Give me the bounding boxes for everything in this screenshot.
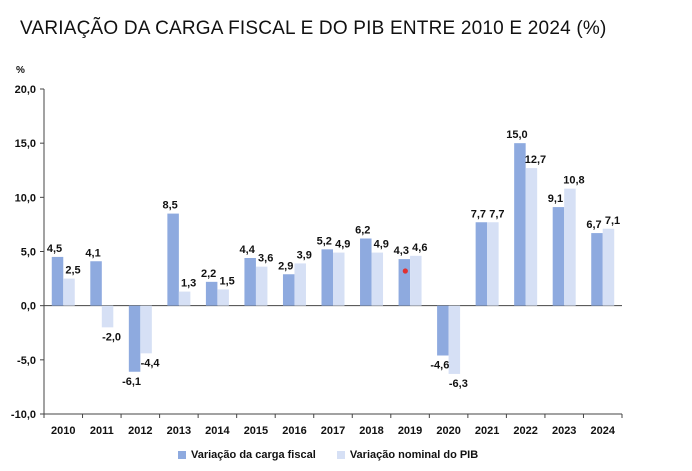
- chart-title: VARIAÇÃO DA CARGA FISCAL E DO PIB ENTRE …: [20, 18, 607, 39]
- y-tick-label: 20,0: [15, 84, 36, 96]
- data-label: 4,3: [394, 245, 409, 257]
- data-label: 1,5: [220, 275, 235, 287]
- data-label: 7,1: [605, 215, 620, 227]
- data-label: 12,7: [525, 154, 546, 166]
- bar: [167, 213, 179, 306]
- x-tick-label: 2010: [51, 425, 75, 437]
- data-label: 4,1: [85, 247, 100, 259]
- bar: [514, 143, 526, 306]
- bar: [63, 278, 75, 306]
- x-tick-label: 2022: [513, 425, 537, 437]
- data-label: 4,6: [412, 242, 427, 254]
- bar: [437, 305, 449, 356]
- bar: [525, 168, 538, 306]
- data-label: 4,5: [47, 243, 62, 255]
- data-label: 6,2: [355, 225, 370, 237]
- x-tick-label: 2017: [321, 425, 345, 437]
- bar: [398, 259, 411, 306]
- data-label: 9,1: [548, 193, 563, 205]
- data-label: 6,7: [586, 219, 601, 231]
- x-tick-label: 2012: [128, 425, 152, 437]
- bar: [255, 266, 268, 306]
- bar: [128, 305, 141, 372]
- data-label: -2,0: [102, 331, 121, 343]
- legend-swatch-carga-fiscal: [178, 451, 186, 459]
- data-label: 4,9: [335, 239, 350, 251]
- data-label: 8,5: [162, 200, 177, 212]
- x-tick-label: 2023: [552, 425, 576, 437]
- y-tick-label: 5,0: [21, 247, 36, 259]
- bar: [487, 222, 499, 306]
- x-tick-label: 2013: [167, 425, 191, 437]
- bar: [282, 274, 295, 306]
- x-tick-label: 2014: [205, 425, 230, 437]
- bar: [51, 256, 64, 306]
- x-tick-label: 2019: [398, 425, 422, 437]
- x-tick-label: 2016: [282, 425, 306, 437]
- data-label: 10,8: [563, 175, 584, 187]
- bars: [51, 143, 615, 374]
- x-tick-label: 2011: [90, 425, 114, 437]
- data-label: -4,6: [430, 360, 449, 372]
- data-label: 2,5: [65, 265, 80, 277]
- bar: [321, 249, 333, 306]
- bar: [448, 305, 461, 374]
- data-labels: 4,5 4,1 -6,1 8,5 2,2 4,4 2,9 5,2 6,2 4,3 -4,6 7,7 15…: [47, 129, 620, 390]
- data-label: 3,6: [258, 253, 273, 265]
- bar: [371, 252, 384, 306]
- x-tick-label: 2020: [436, 425, 460, 437]
- bar: [178, 291, 191, 306]
- bar: [591, 233, 603, 306]
- data-label: 3,9: [297, 249, 312, 261]
- legend-swatch-pib: [336, 451, 345, 459]
- legend-label-pib: Variação nominal do PIB: [349, 449, 479, 461]
- x-tick-label: 2018: [359, 425, 383, 437]
- bar: [410, 255, 422, 306]
- x-tick-label: 2015: [244, 425, 268, 437]
- chart: % 20,0 15,0 10,0 5,0 0,0 -5,0 -10,0 2010 2011 201…: [11, 65, 623, 437]
- data-label: 4,4: [240, 244, 256, 256]
- data-label: 7,7: [471, 208, 486, 220]
- x-tick-label: 2021: [475, 425, 499, 437]
- bar: [90, 261, 102, 306]
- legend-label-carga-fiscal: Variação da carga fiscal: [191, 449, 316, 461]
- bar: [475, 222, 488, 306]
- bar: [205, 281, 218, 306]
- y-tick-label: 15,0: [15, 138, 36, 150]
- bar: [333, 252, 345, 306]
- legend: Variação da carga fiscal Variação nomina…: [178, 449, 496, 462]
- bar: [140, 305, 152, 354]
- bar: [294, 263, 306, 306]
- y-tick-label: 0,0: [21, 301, 36, 313]
- y-axis-unit: %: [16, 65, 25, 76]
- data-label: 5,2: [317, 235, 332, 247]
- bar: [101, 305, 114, 328]
- bar: [360, 238, 372, 306]
- bar: [602, 228, 615, 306]
- bar: [552, 207, 565, 306]
- data-label: 7,7: [489, 208, 504, 220]
- bar: [564, 188, 576, 306]
- y-tick-label: 10,0: [15, 192, 36, 204]
- data-label: 4,9: [374, 239, 389, 251]
- data-label: 1,3: [181, 278, 196, 290]
- data-label: 15,0: [506, 129, 527, 141]
- bar: [217, 289, 229, 306]
- bar: [244, 258, 256, 306]
- y-tick-label: -5,0: [17, 355, 36, 367]
- marker-dot: [402, 268, 408, 274]
- data-label: 2,9: [278, 260, 293, 272]
- data-label: 2,2: [201, 268, 216, 280]
- data-label: -6,1: [122, 376, 141, 388]
- data-label: -4,4: [141, 357, 161, 369]
- legend-item-pib: Variação nominal do PIB: [336, 449, 479, 461]
- data-label: -6,3: [449, 378, 468, 390]
- y-tick-label: -10,0: [11, 409, 36, 421]
- legend-item-carga-fiscal: Variação da carga fiscal: [178, 449, 316, 461]
- x-tick-label: 2024: [590, 425, 615, 437]
